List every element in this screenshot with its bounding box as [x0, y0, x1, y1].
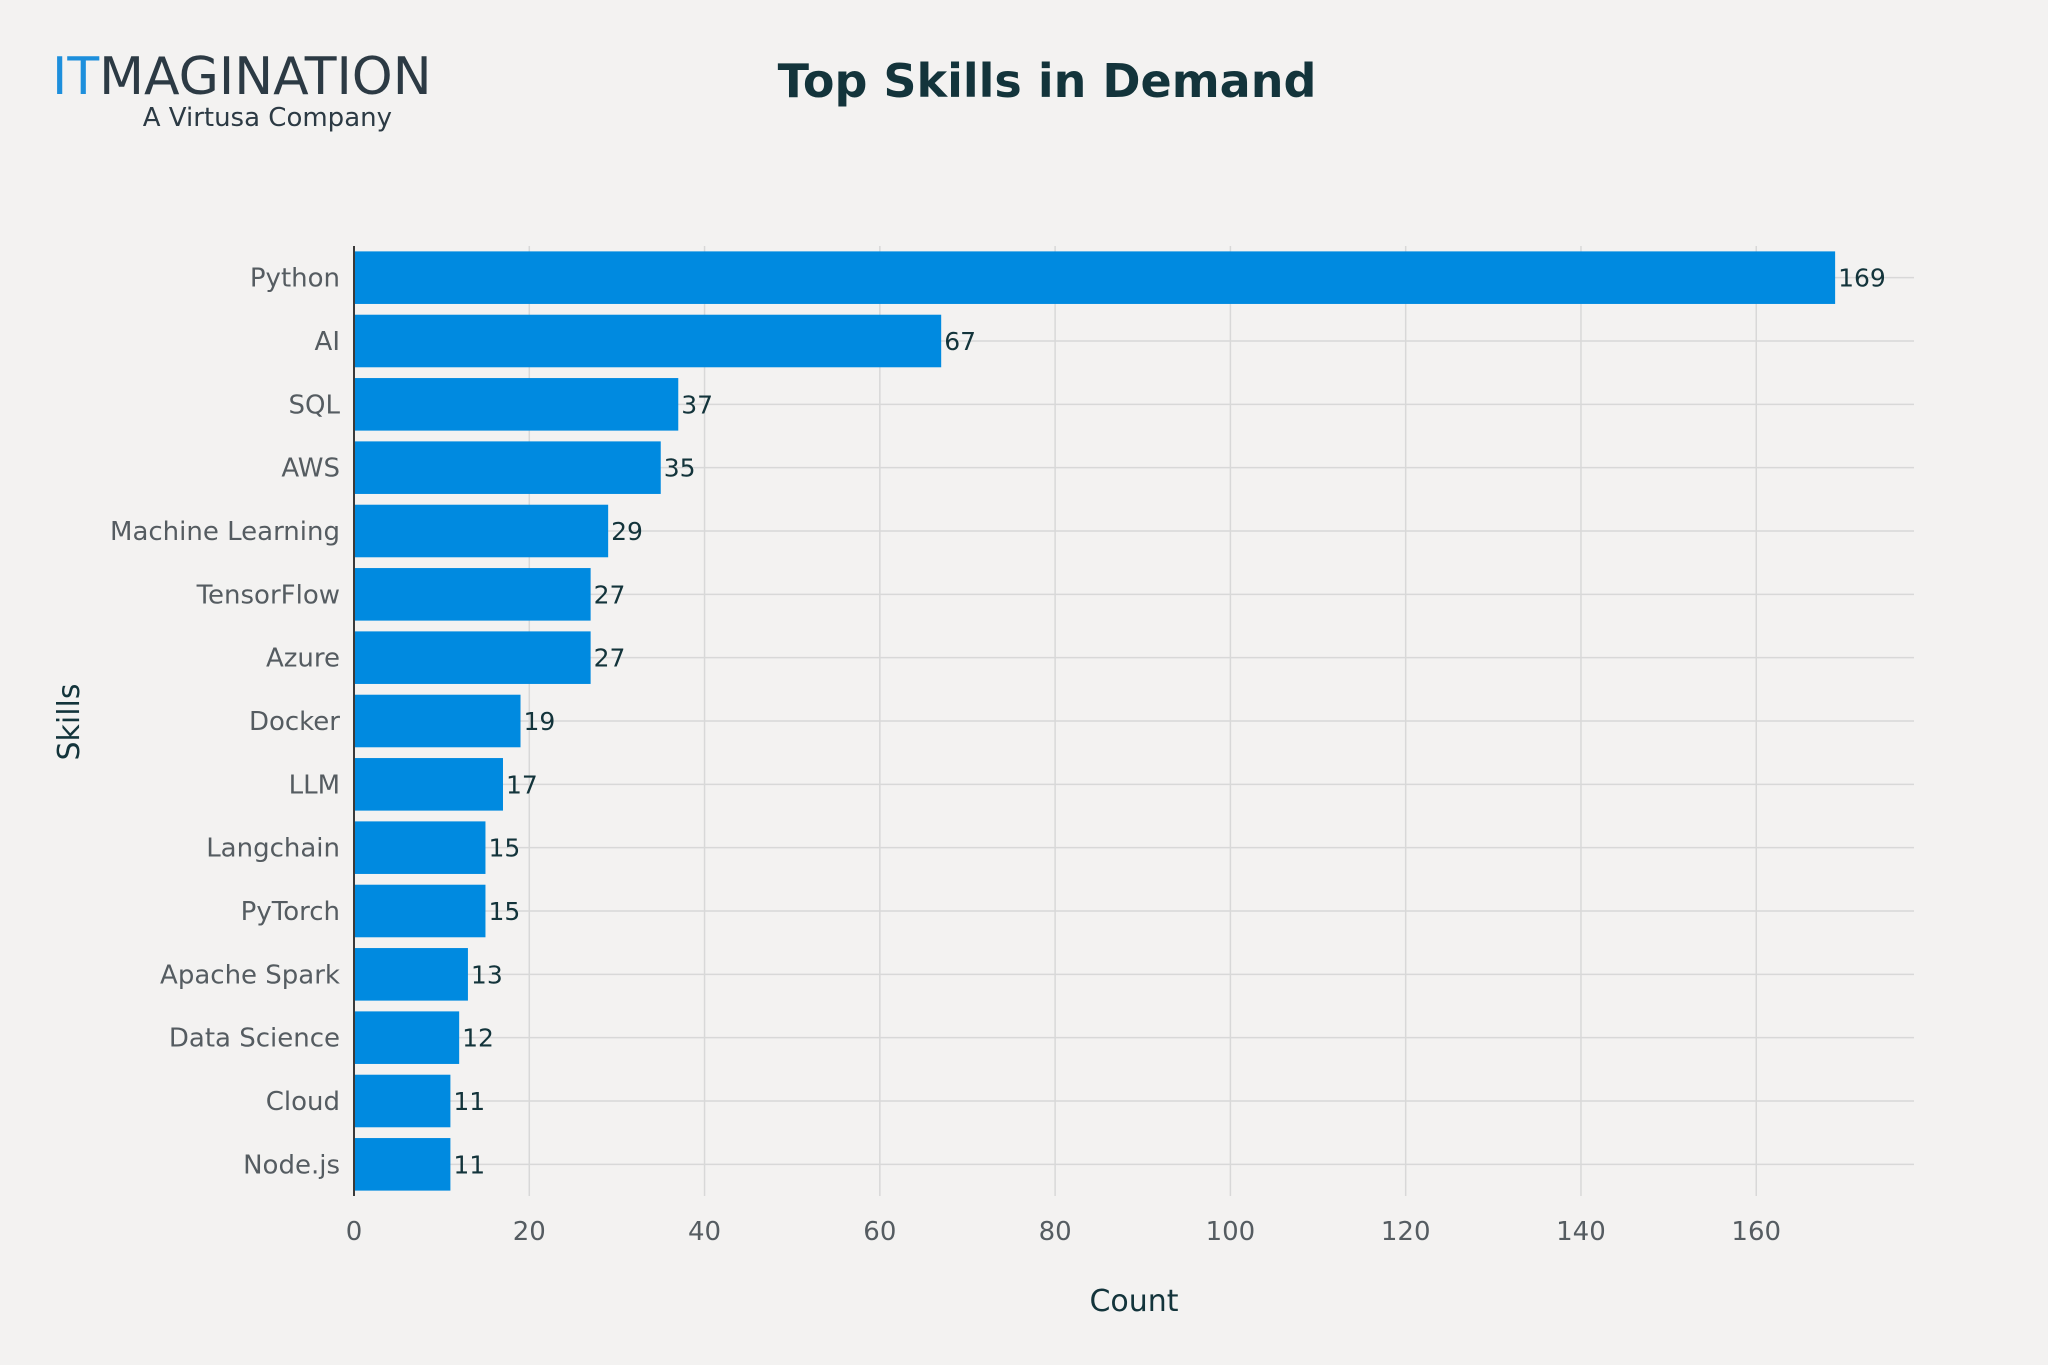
y-tick-label: PyTorch: [241, 897, 340, 927]
y-tick-label: Python: [250, 264, 340, 294]
bar: [354, 251, 1836, 304]
bar: [354, 884, 486, 938]
x-tick-label: 100: [1206, 1217, 1256, 1247]
bar-value-label: 35: [664, 454, 696, 483]
bar-value-label: 12: [462, 1024, 494, 1053]
bar: [354, 378, 679, 431]
bar-value-label: 27: [594, 644, 626, 673]
x-tick-label: 160: [1731, 1217, 1781, 1247]
logo-wordmark: ITMAGINATION: [52, 47, 432, 107]
bars: [354, 251, 1836, 1191]
y-tick-label: Machine Learning: [110, 517, 340, 547]
x-tick-label: 40: [688, 1217, 721, 1247]
bar-value-label: 15: [488, 897, 520, 926]
bar-value-label: 13: [471, 960, 503, 989]
bar: [354, 1138, 451, 1191]
logo-wordmark-rest: MAGINATION: [99, 47, 432, 107]
y-tick-label: Azure: [266, 644, 340, 674]
bar-value-label: 11: [453, 1150, 485, 1179]
y-tick-label: SQL: [289, 390, 341, 420]
chart-title: Top Skills in Demand: [778, 54, 1317, 108]
x-tick-label: 20: [513, 1217, 546, 1247]
y-tick-label: LLM: [289, 770, 340, 800]
bar: [354, 568, 591, 621]
grid-lines: [354, 246, 1914, 1196]
bar: [354, 631, 591, 684]
x-tick-label: 120: [1381, 1217, 1431, 1247]
bar-value-label: 27: [594, 580, 626, 609]
bar-value-label: 67: [944, 327, 976, 356]
bar-value-label: 17: [506, 770, 538, 799]
bar: [354, 504, 609, 558]
y-tick-label: Data Science: [169, 1024, 340, 1054]
bar: [354, 821, 486, 874]
y-tick-label: Langchain: [206, 834, 340, 864]
x-tick-label: 60: [863, 1217, 896, 1247]
logo-tagline: A Virtusa Company: [143, 103, 392, 133]
y-tick-label: TensorFlow: [196, 580, 340, 610]
y-tick-label: AI: [315, 327, 340, 357]
x-tick-label: 140: [1556, 1217, 1606, 1247]
bar-value-label: 169: [1838, 264, 1886, 293]
logo-wordmark-accent: IT: [52, 47, 99, 107]
axes: 0 20 40 60 80 100 120 140 160 Python AI SQL AWS Machi…: [110, 246, 1781, 1247]
y-axis-title: Skills: [52, 683, 87, 760]
logo: ITMAGINATION A Virtusa Company: [52, 47, 432, 133]
bar-value-label: 29: [611, 517, 643, 546]
bar-value-label: 11: [453, 1087, 485, 1116]
y-tick-label: Node.js: [243, 1150, 340, 1180]
bar: [354, 758, 503, 811]
bar-value-label: 37: [681, 390, 713, 419]
x-tick-label: 0: [346, 1217, 363, 1247]
y-tick-label: Docker: [249, 707, 340, 737]
data-labels: 169 67 37 35 29 27 27 19 17 15 15 13 12 11 11: [453, 264, 1885, 1180]
x-axis-title: Count: [1089, 1284, 1178, 1319]
bar: [354, 1074, 451, 1128]
bar: [354, 314, 942, 368]
bar: [354, 1011, 460, 1064]
bar: [354, 694, 521, 748]
y-tick-label: Cloud: [266, 1087, 340, 1117]
x-tick-label: 80: [1039, 1217, 1072, 1247]
bar-value-label: 15: [488, 834, 520, 863]
y-tick-label: AWS: [281, 454, 340, 484]
bar: [354, 441, 661, 494]
bar-value-label: 19: [524, 707, 556, 736]
bar: [354, 948, 468, 1001]
y-tick-label: Apache Spark: [160, 960, 340, 990]
